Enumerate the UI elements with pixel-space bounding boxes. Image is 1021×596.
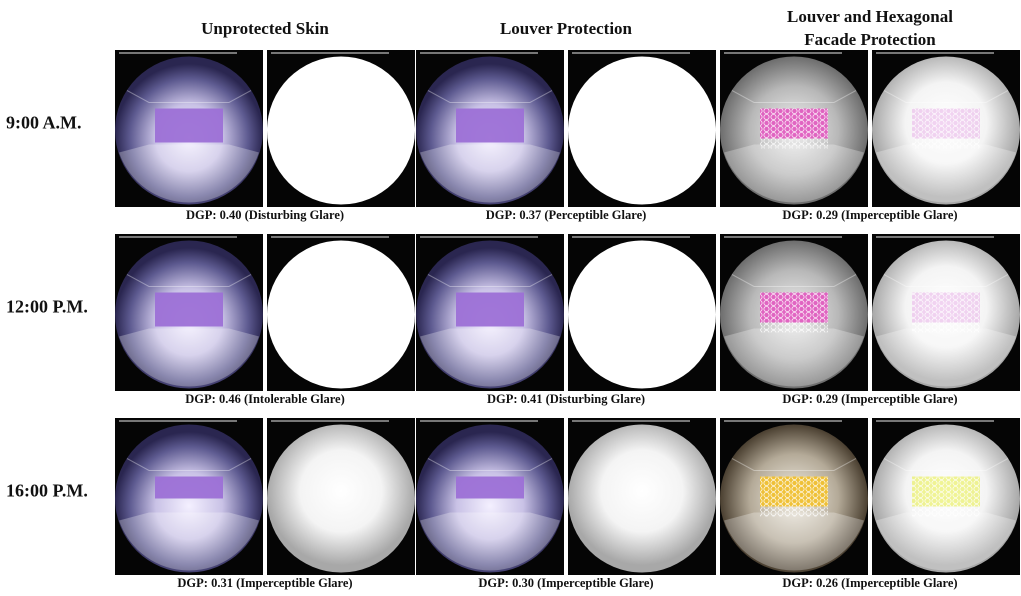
image-header <box>420 420 538 422</box>
image-header <box>724 236 842 238</box>
fisheye-image <box>720 418 868 575</box>
fisheye-image <box>115 418 263 575</box>
image-header <box>271 236 389 238</box>
image-header <box>572 236 690 238</box>
window <box>155 109 223 143</box>
hex-facade <box>912 477 980 517</box>
column-header: Facade Protection <box>804 30 936 49</box>
fisheye-image <box>720 50 868 207</box>
image-header <box>271 420 389 422</box>
fisheye-disc <box>568 425 716 573</box>
hex-facade <box>912 109 980 149</box>
window <box>456 293 524 327</box>
image-header <box>420 236 538 238</box>
fisheye-image <box>115 50 263 207</box>
hex-facade <box>760 293 828 333</box>
image-header <box>271 52 389 54</box>
image-header <box>119 52 237 54</box>
row-label: 16:00 P.M. <box>6 481 88 501</box>
image-header <box>420 52 538 54</box>
fisheye-image <box>872 418 1020 575</box>
image-header <box>876 236 994 238</box>
hex-facade <box>760 477 828 517</box>
image-header <box>724 52 842 54</box>
column-header: Louver Protection <box>500 19 633 38</box>
hex-facade <box>760 109 828 149</box>
image-header <box>572 420 690 422</box>
fisheye-image <box>872 234 1020 391</box>
image-header <box>876 52 994 54</box>
fisheye-image <box>267 50 415 207</box>
dgp-caption: DGP: 0.26 (Imperceptible Glare) <box>782 576 957 590</box>
fisheye-disc <box>568 241 716 389</box>
fisheye-disc <box>267 241 415 389</box>
fisheye-image <box>416 234 564 391</box>
image-header <box>876 420 994 422</box>
image-header <box>119 236 237 238</box>
window <box>155 293 223 327</box>
fisheye-image <box>568 50 716 207</box>
dgp-caption: DGP: 0.41 (Disturbing Glare) <box>487 392 645 406</box>
dgp-caption: DGP: 0.37 (Perceptible Glare) <box>486 208 647 222</box>
dgp-caption: DGP: 0.46 (Intolerable Glare) <box>185 392 344 406</box>
fisheye-image <box>568 234 716 391</box>
window <box>155 477 223 499</box>
image-header <box>119 420 237 422</box>
dgp-caption: DGP: 0.30 (Imperceptible Glare) <box>478 576 653 590</box>
image-header <box>572 52 690 54</box>
window <box>456 109 524 143</box>
image-header <box>724 420 842 422</box>
fisheye-image <box>720 234 868 391</box>
dgp-caption: DGP: 0.31 (Imperceptible Glare) <box>177 576 352 590</box>
fisheye-disc <box>267 57 415 205</box>
fisheye-disc <box>267 425 415 573</box>
dgp-caption: DGP: 0.29 (Imperceptible Glare) <box>782 392 957 406</box>
column-header: Louver and Hexagonal <box>787 7 953 26</box>
dgp-caption: DGP: 0.29 (Imperceptible Glare) <box>782 208 957 222</box>
fisheye-image <box>267 418 415 575</box>
fisheye-image <box>416 50 564 207</box>
fisheye-image <box>416 418 564 575</box>
fisheye-image <box>115 234 263 391</box>
dgp-caption: DGP: 0.40 (Disturbing Glare) <box>186 208 344 222</box>
hex-facade <box>912 293 980 333</box>
row-label: 9:00 A.M. <box>6 113 82 133</box>
column-header: Unprotected Skin <box>201 19 329 38</box>
fisheye-image <box>872 50 1020 207</box>
figure: Unprotected Skin Louver Protection Louver … <box>0 0 1021 596</box>
fisheye-image <box>267 234 415 391</box>
fisheye-image <box>568 418 716 575</box>
fisheye-disc <box>568 57 716 205</box>
row-label: 12:00 P.M. <box>6 297 88 317</box>
window <box>456 477 524 499</box>
